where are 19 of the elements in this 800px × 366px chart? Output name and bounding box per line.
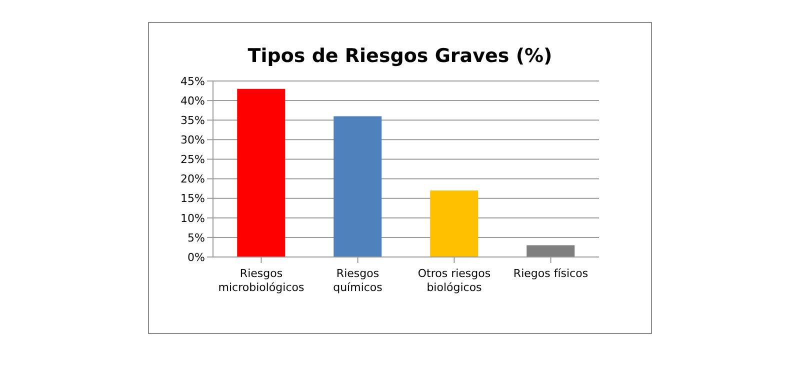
y-tick-label: 35% xyxy=(180,114,205,128)
x-tick-label: Riegos físicos xyxy=(513,267,588,280)
y-tick-label: 0% xyxy=(188,250,205,264)
bar xyxy=(526,245,575,257)
y-tick-label: 25% xyxy=(180,153,205,166)
y-tick-label: 20% xyxy=(180,172,205,186)
x-tick-label: Otros riesgos biológicos xyxy=(418,267,491,294)
chart-title: Tipos de Riesgos Graves (%) xyxy=(246,45,554,67)
y-tick-label: 15% xyxy=(180,192,205,206)
bar xyxy=(334,116,382,257)
bar xyxy=(430,190,478,257)
y-tick-label: 10% xyxy=(180,212,205,225)
y-tick-label: 5% xyxy=(188,231,205,244)
y-tick-label: 30% xyxy=(180,134,205,147)
bar xyxy=(237,88,286,257)
y-tick-label: 40% xyxy=(180,94,205,108)
y-tick-label: 45% xyxy=(180,74,205,88)
x-tick-label: Riesgos químicos xyxy=(333,267,383,294)
x-tick-label: Riesgos microbiológicos xyxy=(218,267,304,294)
